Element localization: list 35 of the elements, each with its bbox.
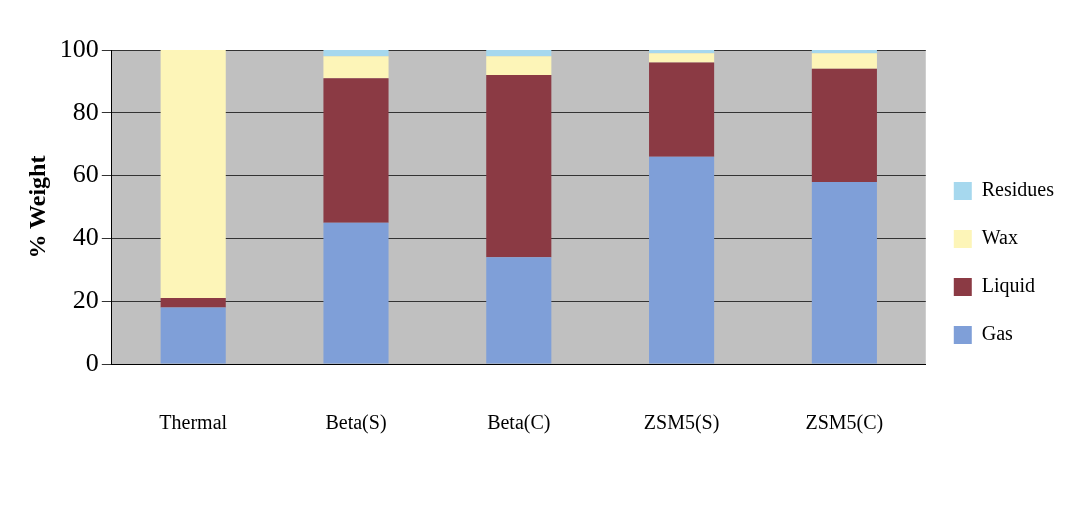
- bar: [323, 222, 389, 364]
- bar: [486, 50, 552, 57]
- bar: [160, 307, 226, 364]
- bar: [811, 68, 877, 182]
- y-tick-label: 60: [72, 159, 99, 189]
- bar: [811, 181, 877, 364]
- bar: [811, 50, 877, 54]
- x-tick-label: ZSM5(C): [805, 411, 884, 435]
- legend-label: Liquid: [981, 274, 1036, 298]
- bar: [486, 56, 552, 76]
- bar: [649, 50, 715, 54]
- y-tick-label: 80: [72, 96, 99, 126]
- legend-label: Gas: [981, 322, 1014, 345]
- bar: [323, 56, 389, 79]
- y-tick-label: 100: [59, 33, 99, 63]
- bar: [486, 257, 552, 364]
- y-tick-label: 0: [85, 347, 99, 377]
- bar: [160, 50, 226, 299]
- y-tick-label: 40: [72, 222, 99, 252]
- y-axis-title: % Weight: [23, 155, 50, 259]
- legend-label: Wax: [981, 226, 1018, 249]
- x-tick-label: ZSM5(S): [643, 411, 720, 435]
- legend-label: Residues: [981, 178, 1055, 201]
- bar: [649, 53, 715, 63]
- x-tick-label: Beta(C): [487, 411, 551, 435]
- bar: [323, 78, 389, 223]
- x-tick-label: Thermal: [159, 411, 228, 434]
- bar: [649, 156, 715, 364]
- bar: [811, 53, 877, 69]
- bar: [649, 62, 715, 157]
- bar: [486, 75, 552, 258]
- x-tick-label: Beta(S): [325, 411, 387, 435]
- bar: [160, 298, 226, 308]
- y-tick-label: 20: [72, 285, 99, 315]
- bar: [323, 50, 389, 57]
